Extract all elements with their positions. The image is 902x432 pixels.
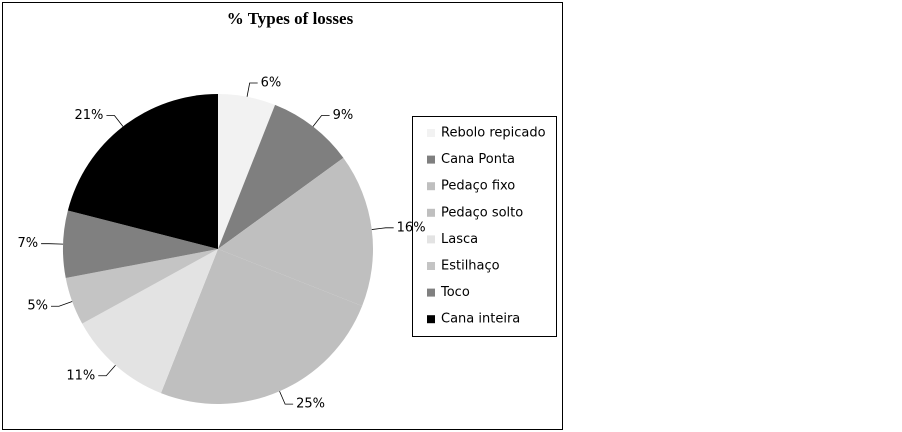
data-label: 21%	[75, 108, 104, 123]
leader-line	[50, 301, 73, 307]
legend-swatch	[427, 315, 435, 324]
legend-label: Lasca	[441, 232, 478, 247]
leader-line	[371, 227, 394, 230]
pie-slice	[218, 157, 374, 307]
legend-label: Pedaço fixo	[441, 179, 515, 194]
leader-line	[246, 82, 258, 97]
data-label: 7%	[17, 236, 38, 251]
pie-slice	[160, 249, 363, 404]
legend-box	[412, 116, 557, 337]
legend-swatch	[427, 208, 435, 217]
legend-label: Cana Ponta	[441, 152, 515, 167]
leader-line	[106, 115, 124, 127]
leader-line	[312, 115, 330, 127]
leader-line	[279, 391, 294, 405]
pie-slice	[63, 210, 219, 279]
data-label: 5%	[27, 299, 48, 314]
legend-label: Cana inteira	[441, 312, 520, 327]
pie-slice	[218, 104, 344, 249]
data-label: 6%	[261, 75, 282, 90]
legend-label: Rebolo repicado	[441, 126, 546, 141]
legend-swatch	[427, 182, 435, 191]
legend-label: Estilhaço	[441, 259, 500, 274]
legend-swatch	[427, 155, 435, 164]
legend-swatch	[427, 129, 435, 137]
legend-swatch	[427, 262, 435, 270]
legend-label: Pedaço solto	[441, 205, 523, 220]
pie-slice	[67, 94, 218, 249]
legend-swatch	[427, 235, 435, 244]
legend-label: Toco	[440, 285, 470, 300]
data-label: 16%	[397, 220, 426, 235]
data-label: 25%	[296, 397, 325, 412]
data-label: 9%	[333, 108, 354, 123]
legend-swatch	[427, 288, 435, 297]
pie-slice	[218, 94, 276, 249]
chart-title: % Types of losses	[227, 9, 354, 28]
leader-line	[98, 365, 116, 377]
pie-slice	[65, 249, 218, 324]
pie-slice	[82, 249, 219, 394]
data-label: 11%	[66, 368, 95, 383]
